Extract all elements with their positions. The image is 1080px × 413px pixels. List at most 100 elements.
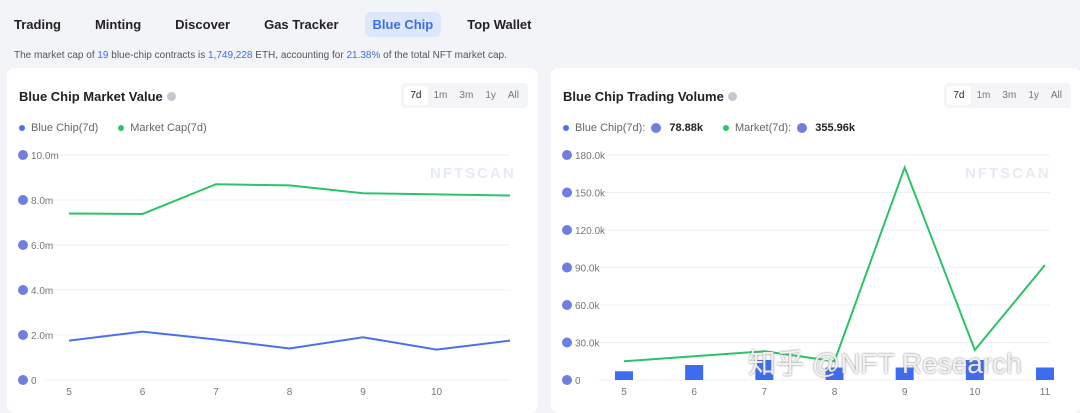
nav-tabs: Trading Minting Discover Gas Tracker Blue Ch… [6,12,558,37]
legend-dot-icon [722,125,729,131]
info-icon[interactable] [727,92,737,101]
chart-legend: Blue Chip(7d): 78.88k Market(7d): 355.96k [563,122,855,134]
y-tick-label: 8.0m [31,196,53,207]
y-tick-label: 60.0k [575,301,600,312]
legend-dot-icon [19,125,25,131]
market-value-card: Blue Chip Market Value 7d 1m 3m 1y All Blue … [7,68,538,413]
eth-icon [18,195,28,205]
x-tick-label: 8 [287,387,293,398]
legend-market[interactable]: Market(7d): 355.96k [722,122,855,134]
y-tick-label: 120.0k [575,226,606,237]
line-market7d [623,164,1046,363]
legend-value: 78.88k [669,122,703,134]
x-tick-label: 9 [360,387,366,398]
legend-value: 355.96k [815,122,855,134]
range-7d[interactable]: 7d [947,86,971,105]
legend-label: Blue Chip(7d) [31,122,99,134]
legend-label: Blue Chip(7d): [575,122,646,134]
bar-bluechip7d [825,367,844,380]
x-tick-label: 8 [832,387,838,398]
tab-top-wallet[interactable]: Top Wallet [467,17,532,32]
card-title: Blue Chip Trading Volume [563,89,737,104]
eth-icon [18,375,28,385]
y-tick-label: 150.0k [575,189,606,200]
summary-text: ETH, accounting for [252,50,347,61]
y-tick-label: 30.0k [575,339,600,350]
range-1m[interactable]: 1m [976,90,991,101]
tab-minting[interactable]: Minting [94,17,142,32]
trading-volume-chart: NFTSCAN 0 30.0k 60.0k 90.0k 120.0k 150.0k 180.0… [562,150,1054,398]
x-tick-label: 6 [691,387,697,398]
x-tick-label: 9 [902,387,908,398]
info-icon[interactable] [166,92,176,101]
bar-bluechip7d [685,365,704,380]
eth-icon [18,330,28,340]
eth-icon [562,150,572,160]
eth-icon [562,187,572,198]
tab-blue-chip[interactable]: Blue Chip [364,12,442,37]
range-3m[interactable]: 3m [1002,90,1017,101]
market-value-chart: NFTSCAN 0 2.0m 4.0m 6.0m 8.0m 10.0m 5 6 7 8 9 10 [18,150,514,398]
bar-bluechip7d [965,360,984,380]
y-tick-label: 6.0m [31,241,53,252]
tab-gas-tracker[interactable]: Gas Tracker [264,17,339,32]
y-tick-label: 10.0m [31,151,59,162]
summary-text: blue-chip contracts is [108,50,208,61]
title-text: Blue Chip Market Value [19,89,163,104]
eth-icon [562,262,572,273]
bar-bluechip7d [615,371,633,380]
summary-text: of the total NFT market cap. [380,50,507,61]
x-tick-label: 11 [1040,387,1051,398]
market-share-pct: 21.38% [346,50,381,61]
x-tick-label: 7 [213,387,219,398]
range-selector: 7d 1m 3m 1y All [401,83,528,108]
x-tick-label: 5 [66,387,72,398]
card-title: Blue Chip Market Value [19,89,176,104]
range-7d[interactable]: 7d [404,86,428,105]
eth-icon [562,225,572,235]
range-1m[interactable]: 1m [433,90,448,101]
title-text: Blue Chip Trading Volume [563,89,724,104]
tab-trading[interactable]: Trading [14,17,61,32]
eth-icon [18,240,28,250]
y-tick-label: 180.0k [575,151,606,162]
range-1y[interactable]: 1y [1028,90,1039,101]
range-3m[interactable]: 3m [459,90,474,101]
bar-bluechip7d [755,360,774,380]
eth-icon [18,150,28,160]
x-tick-label: 10 [969,387,981,398]
legend-blue-chip[interactable]: Blue Chip(7d): 78.88k [563,122,703,134]
legend-dot-icon [118,125,125,131]
contract-count: 19 [97,50,109,61]
range-1y[interactable]: 1y [485,90,496,101]
legend-market-cap[interactable]: Market Cap(7d) [118,122,207,134]
range-all[interactable]: All [1050,90,1062,101]
y-tick-label: 0 [31,376,37,387]
y-tick-label: 90.0k [575,264,600,275]
range-selector: 7d 1m 3m 1y All [944,83,1071,108]
market-summary: The market cap of 19 blue-chip contracts… [14,50,507,61]
y-tick-label: 0 [575,376,581,387]
eth-icon [651,123,662,133]
eth-icon [562,337,572,348]
line-bluechip7d [68,330,511,351]
tab-discover[interactable]: Discover [175,17,231,32]
y-tick-label: 4.0m [31,286,53,297]
x-tick-label: 10 [431,387,443,398]
x-tick-label: 5 [621,387,627,398]
legend-label: Market(7d): [734,122,792,134]
bar-bluechip7d [895,367,914,380]
watermark: 知乎 @NFT Research [748,348,1022,379]
eth-icon [562,375,572,385]
line-marketcap7d [68,183,511,215]
x-tick-label: 6 [140,387,146,398]
market-cap-eth: 1,749,228 [208,50,253,61]
eth-icon [18,285,28,295]
legend-dot-icon [563,125,569,131]
range-all[interactable]: All [507,90,519,101]
legend-blue-chip[interactable]: Blue Chip(7d) [19,122,98,134]
legend-label: Market Cap(7d) [130,122,207,134]
bar-bluechip7d [1036,367,1054,380]
x-tick-label: 7 [762,387,768,398]
eth-icon [562,300,572,310]
